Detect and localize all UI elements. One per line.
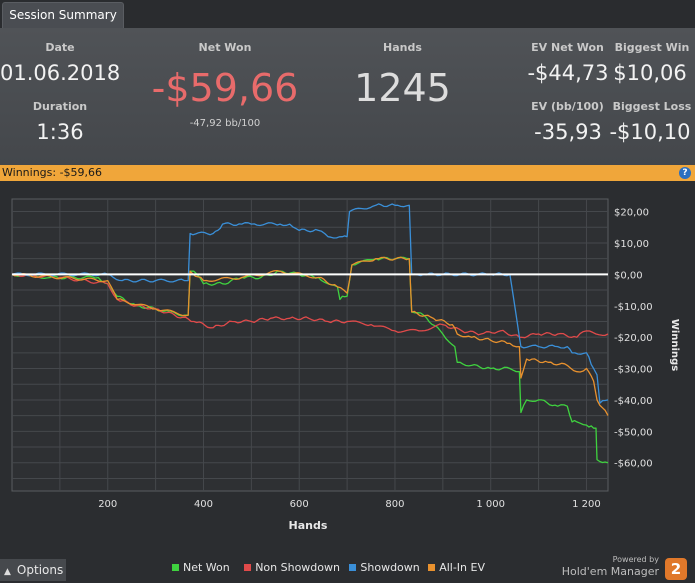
legend-label: Net Won (183, 561, 230, 574)
options-label: Options (16, 563, 64, 577)
holdem-manager-logo: 2 (665, 558, 687, 580)
ev-net-won-value: -$44,73 (527, 61, 609, 85)
winnings-chart: 200 400 600 800 1 000 1 200 $20,00 $10,00 $0,00 -… (0, 181, 695, 555)
bb-per-100-value: -47,92 bb/100 (189, 118, 261, 129)
y-axis-title: Winnings (669, 319, 680, 371)
legend-item[interactable]: Net Won (172, 561, 230, 574)
net-won-label: Net Won (198, 41, 252, 54)
tab-session-summary[interactable]: Session Summary (2, 2, 124, 28)
legend-swatch (349, 564, 357, 571)
y-tick-label: $0,00 (614, 270, 643, 281)
x-axis-title: Hands (289, 519, 328, 532)
net-won-value: -$59,66 (151, 66, 299, 110)
legend-label: Showdown (360, 561, 420, 574)
y-tick-label: $10,00 (614, 239, 649, 250)
x-tick-label: 200 (98, 499, 117, 510)
hands-label: Hands (383, 41, 422, 54)
legend-label: All-In EV (439, 561, 485, 574)
tab-bar: Session Summary (0, 0, 695, 28)
x-tick-label: 600 (290, 499, 309, 510)
ev-bb-label: EV (bb/100) (531, 100, 604, 113)
biggest-loss-value: -$10,10 (609, 120, 691, 144)
options-button[interactable]: ▲ Options (0, 559, 66, 581)
legend-item[interactable]: All-In EV (428, 561, 485, 574)
session-summary-panel: Date 01.06.2018 Duration 1:36 Net Won -$… (0, 28, 695, 165)
help-icon[interactable]: ? (679, 167, 691, 179)
y-tick-label: -$50,00 (614, 427, 653, 438)
legend-swatch (244, 564, 252, 571)
y-tick-label: -$10,00 (614, 302, 653, 313)
duration-value: 1:36 (36, 120, 84, 144)
x-tick-label: 400 (194, 499, 213, 510)
date-label: Date (45, 41, 75, 54)
date-value: 01.06.2018 (0, 61, 121, 85)
y-tick-label: -$20,00 (614, 333, 653, 344)
biggest-win-value: $10,06 (613, 61, 687, 85)
winnings-chart-svg: 200 400 600 800 1 000 1 200 $20,00 $10,00 $0,00 -… (11, 198, 680, 532)
biggest-win-label: Biggest Win (614, 41, 690, 54)
chart-ticks: 200 400 600 800 1 000 1 200 $20,00 $10,00 $0,00 -… (98, 208, 652, 510)
winnings-bar: Winnings: -$59,66 ? (0, 165, 695, 181)
winnings-text: Winnings: -$59,66 (2, 166, 103, 179)
legend-label: Non Showdown (255, 561, 340, 574)
legend-swatch (172, 564, 179, 571)
legend-item[interactable]: Non Showdown (244, 561, 340, 574)
legend-item[interactable]: Showdown (349, 561, 420, 574)
y-tick-label: $20,00 (614, 208, 649, 219)
series-line-non-showdown (11, 272, 609, 339)
x-tick-label: 1 200 (572, 499, 601, 510)
y-tick-label: -$60,00 (614, 459, 653, 470)
brand-name: Hold'em Manager (561, 565, 659, 578)
series-line-all-in-ev (11, 256, 609, 416)
duration-label: Duration (32, 100, 88, 113)
powered-by-text: Powered by (612, 555, 659, 564)
x-tick-label: 1 000 (476, 499, 505, 510)
biggest-loss-label: Biggest Loss (612, 100, 692, 113)
y-tick-label: -$30,00 (614, 365, 653, 376)
legend-swatch (428, 564, 436, 571)
chevron-up-icon: ▲ (4, 567, 11, 577)
ev-bb-value: -35,93 (534, 120, 602, 144)
ev-net-won-label: EV Net Won (531, 41, 604, 54)
footer: ▲ Options Net Won Non Showdown Showdown All-… (0, 555, 695, 583)
plot-area (11, 198, 609, 492)
y-tick-label: -$40,00 (614, 396, 653, 407)
hands-value: 1245 (354, 66, 451, 110)
brand: Powered by Hold'em Manager (562, 555, 659, 578)
x-tick-label: 800 (385, 499, 404, 510)
chart-grid (12, 199, 608, 491)
